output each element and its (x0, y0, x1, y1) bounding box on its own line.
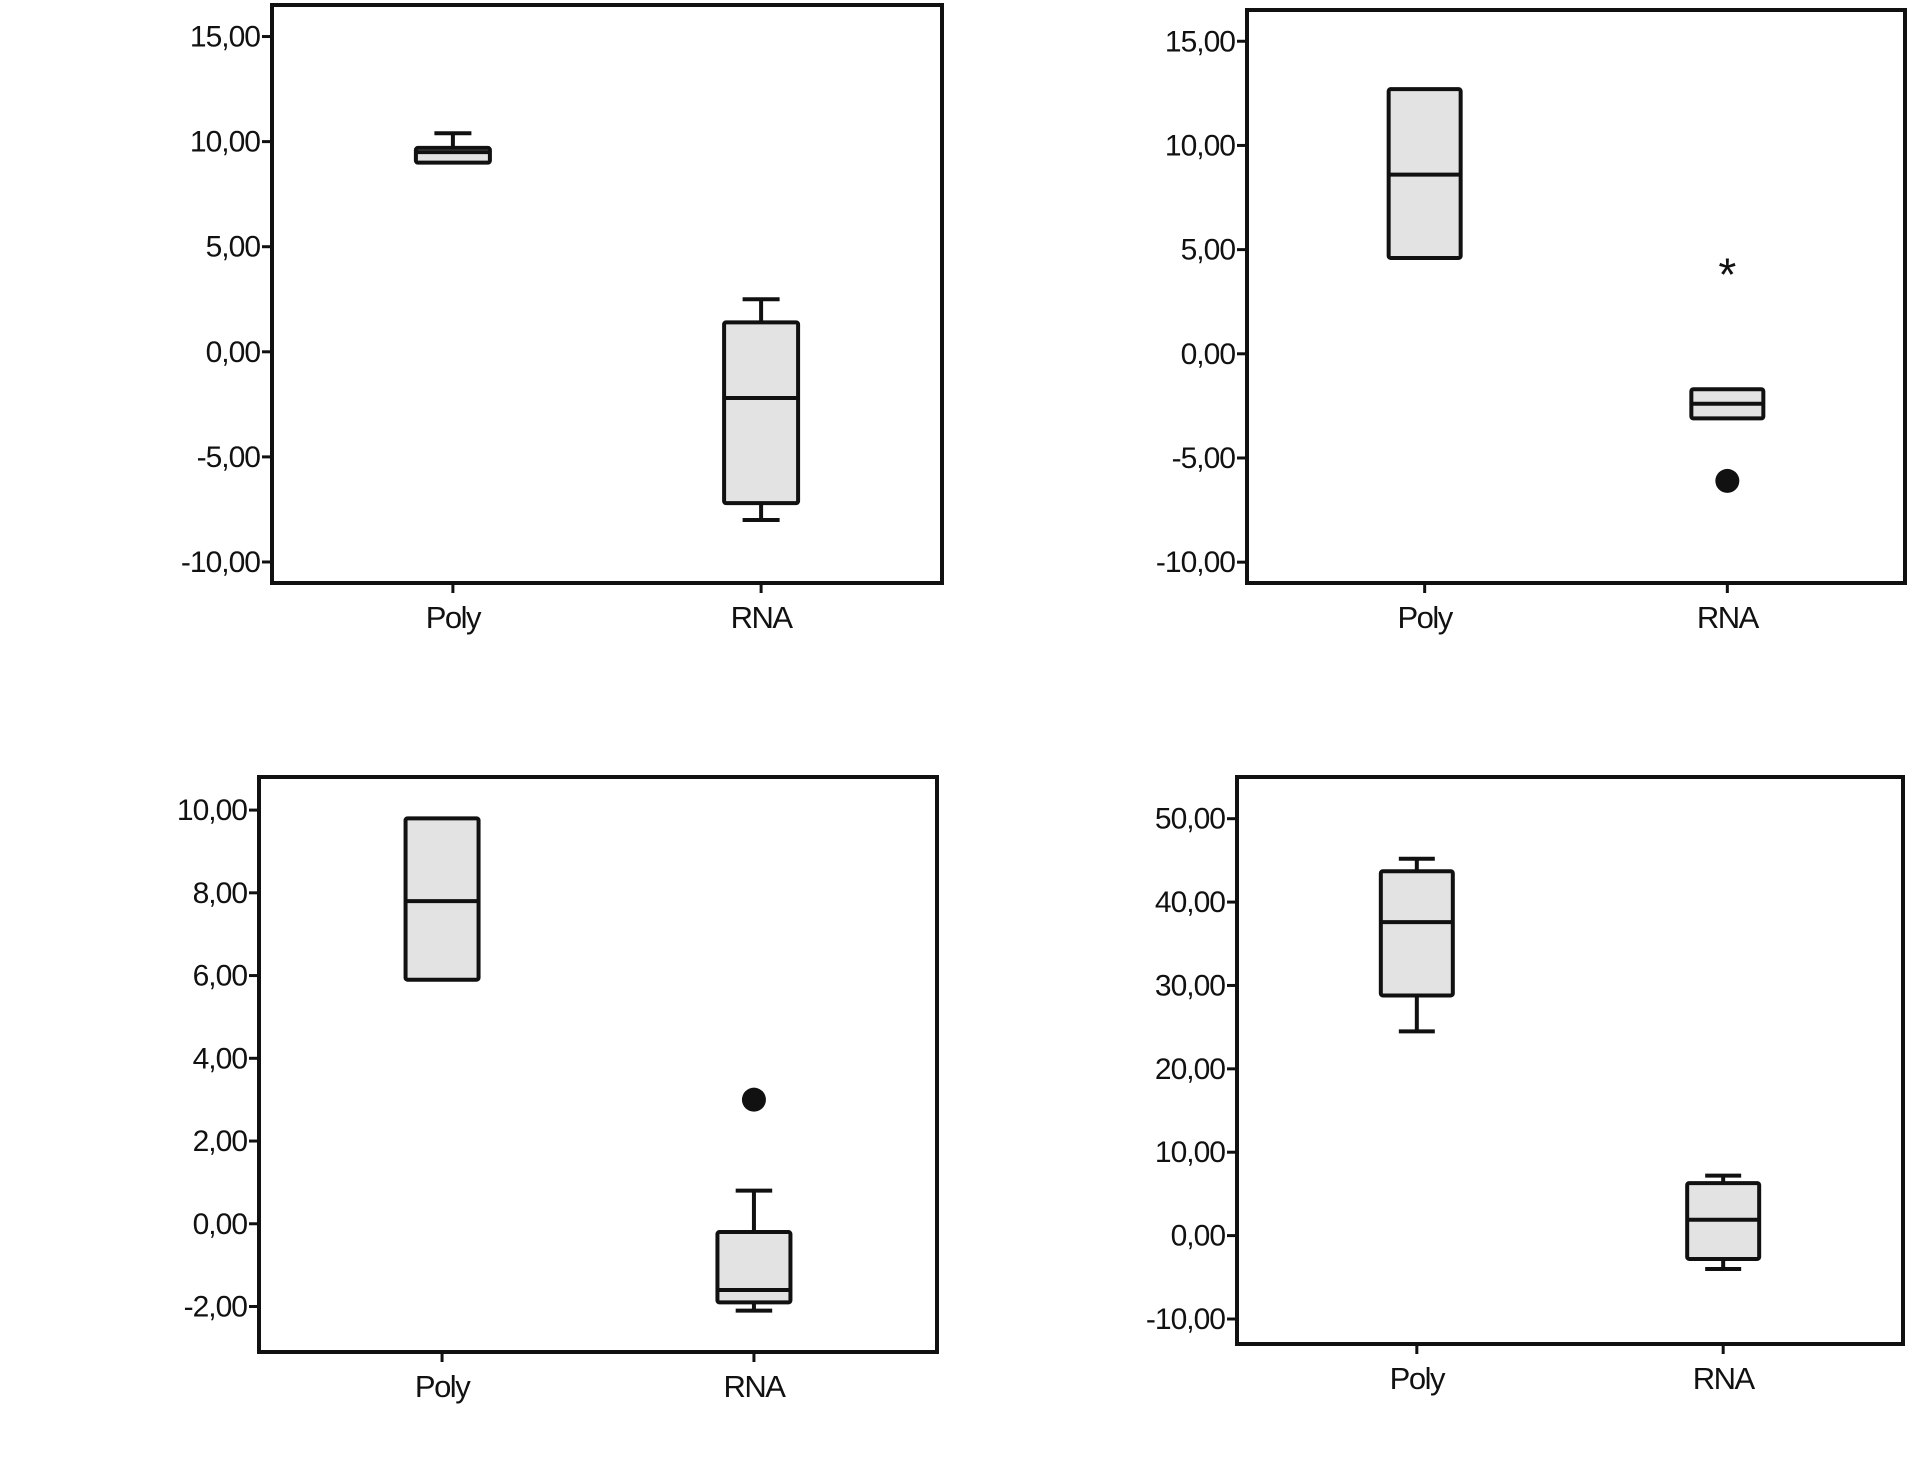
y-tick-label: -5,00 (1172, 442, 1236, 475)
x-tick-label: RNA (1693, 1361, 1756, 1396)
y-tick-label: 15,00 (190, 21, 260, 54)
box-poly (413, 131, 492, 165)
outlier-point (741, 1087, 766, 1112)
box-rna (715, 1087, 793, 1313)
y-tick-label: 20,00 (1155, 1053, 1225, 1086)
iqr-box (722, 320, 801, 506)
boxplot-svg: 15,00 10,00 5,00 0,00 -5,00 -10,00 Poly RNA * (1156, 8, 1907, 635)
y-tick-label: -5,00 (197, 441, 261, 474)
y-tick-label: 10,00 (177, 794, 247, 827)
extreme-point: * (1718, 249, 1736, 301)
iqr-box (715, 1230, 793, 1305)
box-poly (1378, 856, 1455, 1034)
y-tick-label: 10,00 (1155, 1136, 1225, 1169)
plot-frame (270, 3, 944, 585)
boxplot-panel-top-left: 15,00 10,00 5,00 0,00 -5,00 -10,00 Poly RNA (0, 0, 960, 690)
x-tick-label: RNA (1697, 600, 1760, 635)
box-poly (1386, 87, 1463, 260)
y-tick-label: -2,00 (184, 1290, 248, 1323)
y-tick-label: -10,00 (1146, 1303, 1225, 1336)
x-tick-label: RNA (723, 1369, 786, 1404)
y-tick-label: 5,00 (1181, 234, 1236, 267)
y-tick-label: 2,00 (193, 1125, 248, 1158)
plot-frame (1235, 775, 1905, 1346)
boxplot-svg: 15,00 10,00 5,00 0,00 -5,00 -10,00 Poly RNA (181, 3, 944, 635)
y-tick-label: 0,00 (206, 336, 261, 369)
x-tick-label: Poly (426, 600, 482, 635)
y-tick-label: 8,00 (193, 877, 248, 910)
boxplot-panel-top-right: 15,00 10,00 5,00 0,00 -5,00 -10,00 Poly RNA * (960, 0, 1915, 690)
y-tick-label: 0,00 (193, 1208, 248, 1241)
y-tick-label: 10,00 (190, 126, 260, 159)
y-tick-label: 0,00 (1171, 1220, 1226, 1253)
y-tick-label: 10,00 (1165, 129, 1235, 162)
y-tick-label: -10,00 (181, 546, 260, 579)
iqr-box (1378, 869, 1455, 998)
y-tick-label: 0,00 (1181, 338, 1236, 371)
y-tick-label: -10,00 (1156, 546, 1235, 579)
box-rna (1685, 1173, 1762, 1271)
boxplot-svg: 10,00 8,00 6,00 4,00 2,00 0,00 -2,00 Poly RNA (177, 775, 939, 1404)
y-tick-label: 40,00 (1155, 886, 1225, 919)
y-tick-label: 5,00 (206, 231, 261, 264)
box-rna (722, 297, 801, 522)
box-rna: * (1689, 249, 1766, 493)
y-tick-label: 6,00 (193, 960, 248, 993)
x-tick-label: Poly (415, 1369, 471, 1404)
boxplot-panel-bottom-right: 50,00 40,00 30,00 20,00 10,00 0,00 -10,00 Poly R… (960, 740, 1915, 1454)
x-tick-label: Poly (1398, 600, 1454, 635)
plot-frame (257, 775, 939, 1354)
outlier-point (1715, 468, 1740, 493)
y-tick-label: 4,00 (193, 1042, 248, 1075)
x-tick-label: RNA (731, 600, 794, 635)
x-tick-label: Poly (1390, 1361, 1446, 1396)
iqr-box (403, 816, 481, 982)
boxplot-svg: 50,00 40,00 30,00 20,00 10,00 0,00 -10,00 Poly R… (1146, 775, 1905, 1396)
plot-frame (1245, 8, 1907, 585)
y-tick-label: 50,00 (1155, 803, 1225, 836)
box-poly (403, 816, 481, 982)
y-tick-label: 30,00 (1155, 969, 1225, 1002)
y-tick-label: 15,00 (1165, 25, 1235, 58)
boxplot-panel-bottom-left: 10,00 8,00 6,00 4,00 2,00 0,00 -2,00 Poly RNA (0, 740, 960, 1454)
